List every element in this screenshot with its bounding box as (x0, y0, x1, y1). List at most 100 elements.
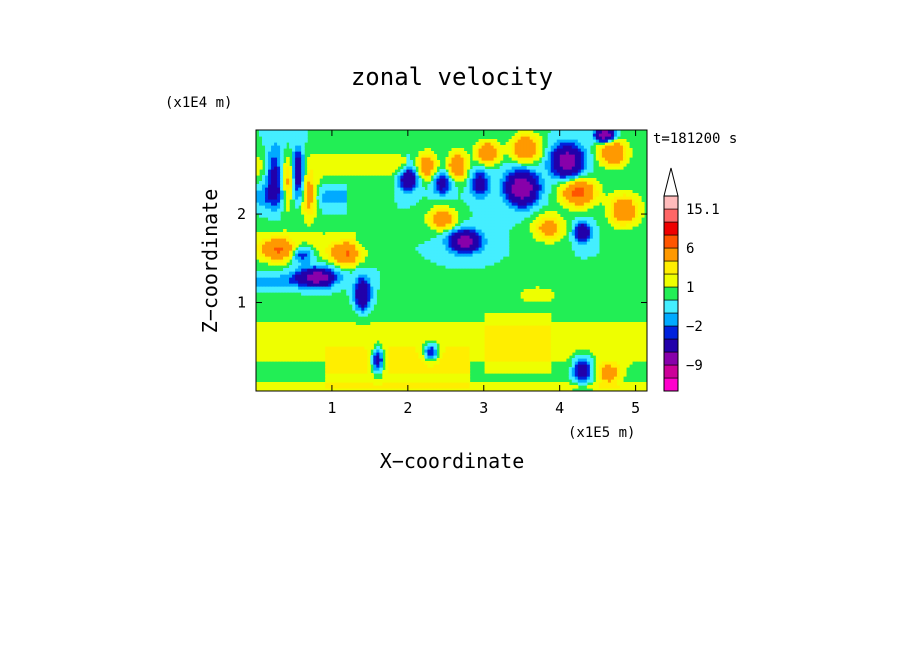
heatmap-cell (454, 325, 459, 329)
heatmap-cell (331, 373, 335, 377)
heatmap-cell (475, 262, 480, 266)
heatmap-cell (397, 367, 401, 371)
heatmap-cell (631, 196, 636, 200)
heatmap-cell (439, 211, 444, 215)
heatmap-cell (265, 283, 269, 287)
heatmap-cell (313, 199, 317, 203)
heatmap-cell (424, 352, 429, 356)
heatmap-cell (613, 373, 618, 377)
heatmap-cell (439, 238, 444, 242)
heatmap-cell (457, 331, 462, 335)
heatmap-cell (298, 388, 302, 391)
heatmap-cell (292, 349, 296, 353)
heatmap-cell (400, 379, 404, 383)
heatmap-cell (637, 385, 642, 389)
heatmap-cell (568, 352, 573, 356)
heatmap-cell (334, 361, 338, 365)
heatmap-cell (283, 250, 287, 254)
heatmap-cell (625, 190, 630, 194)
heatmap-cell (307, 358, 311, 362)
heatmap-cell (610, 373, 615, 377)
heatmap-cell (445, 370, 450, 374)
heatmap-cell (460, 229, 465, 233)
heatmap-cell (535, 220, 540, 224)
heatmap-cell (541, 202, 546, 206)
heatmap-cell (508, 382, 513, 386)
heatmap-cell (397, 337, 401, 341)
heatmap-cell (277, 190, 281, 194)
heatmap-cell (268, 193, 272, 197)
heatmap-cell (601, 364, 606, 368)
heatmap-cell (400, 349, 404, 353)
heatmap-cell (271, 250, 275, 254)
heatmap-cell (376, 382, 380, 386)
heatmap-cell (640, 343, 645, 347)
heatmap-cell (628, 334, 633, 338)
heatmap-cell (403, 199, 407, 203)
heatmap-cell (355, 358, 359, 362)
heatmap-cell (256, 253, 260, 257)
heatmap-cell (277, 247, 281, 251)
heatmap-cell (265, 232, 269, 236)
heatmap-cell (532, 355, 537, 359)
heatmap-cell (562, 199, 567, 203)
heatmap-cell (280, 184, 284, 188)
heatmap-cell (583, 253, 588, 257)
heatmap-cell (277, 385, 281, 389)
heatmap-cell (259, 241, 263, 245)
heatmap-cell (352, 349, 356, 353)
heatmap-cell (481, 358, 486, 362)
heatmap-cell (475, 241, 480, 245)
heatmap-cell (295, 202, 299, 206)
heatmap-cell (343, 262, 347, 266)
heatmap-cell (358, 253, 362, 257)
heatmap-cell (262, 193, 266, 197)
heatmap-cell (556, 355, 561, 359)
heatmap-cell (346, 277, 350, 281)
heatmap-cell (583, 250, 588, 254)
heatmap-cell (532, 187, 537, 191)
heatmap-cell (607, 205, 612, 209)
heatmap-cell (529, 349, 534, 353)
heatmap-cell (274, 199, 278, 203)
heatmap-cell (460, 361, 465, 365)
heatmap-cell (406, 343, 410, 347)
heatmap-cell (307, 187, 311, 191)
heatmap-cell (556, 337, 561, 341)
heatmap-cell (550, 211, 555, 215)
heatmap-cell (391, 349, 395, 353)
heatmap-cell (406, 373, 410, 377)
heatmap-cell (403, 184, 407, 188)
heatmap-cell (334, 379, 338, 383)
heatmap-cell (517, 217, 522, 221)
heatmap-cell (505, 364, 510, 368)
heatmap-cell (331, 274, 335, 278)
heatmap-cell (475, 265, 480, 269)
heatmap-cell (307, 247, 311, 251)
heatmap-cell (355, 304, 359, 308)
heatmap-cell (331, 382, 335, 386)
heatmap-cell (586, 238, 591, 242)
heatmap-cell (568, 187, 573, 191)
heatmap-cell (343, 337, 347, 341)
heatmap-cell (433, 217, 438, 221)
heatmap-cell (568, 331, 573, 335)
heatmap-cell (295, 385, 299, 389)
heatmap-cell (400, 367, 404, 371)
heatmap-cell (427, 196, 432, 200)
heatmap-cell (271, 277, 275, 281)
heatmap-cell (319, 247, 323, 251)
heatmap-cell (442, 385, 447, 389)
heatmap-cell (475, 349, 480, 353)
heatmap-cell (358, 292, 362, 296)
heatmap-cell (346, 292, 350, 296)
heatmap-cell (529, 226, 534, 230)
heatmap-cell (295, 280, 299, 284)
heatmap-cell (493, 208, 498, 212)
heatmap-cell (562, 322, 567, 326)
heatmap-cell (325, 274, 329, 278)
heatmap-cell (424, 220, 429, 224)
heatmap-cell (433, 190, 438, 194)
heatmap-cell (535, 334, 540, 338)
heatmap-cell (304, 340, 308, 344)
